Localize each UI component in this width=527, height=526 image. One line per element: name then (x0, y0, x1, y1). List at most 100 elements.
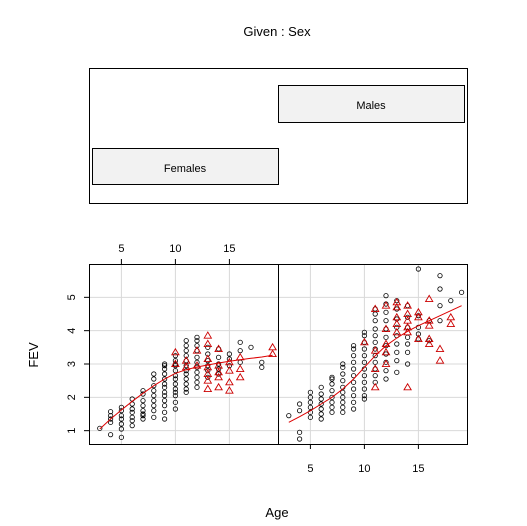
data-point-nonsmoker (118, 426, 125, 432)
data-point-nonsmoker (350, 373, 357, 379)
data-point-nonsmoker (361, 396, 367, 402)
data-point-nonsmoker (172, 389, 178, 395)
data-point-nonsmoker (194, 359, 200, 365)
data-point-nonsmoker (329, 376, 335, 382)
data-point-nonsmoker (350, 399, 357, 405)
data-point-nonsmoker (361, 393, 367, 399)
data-point-smoker (392, 297, 402, 306)
data-point-nonsmoker (318, 384, 324, 390)
data-point-nonsmoker (340, 371, 346, 377)
data-point-nonsmoker (237, 339, 243, 345)
data-point-nonsmoker (383, 318, 389, 324)
data-point-smoker (203, 354, 213, 362)
data-point-nonsmoker (108, 419, 114, 425)
data-point-nonsmoker (383, 368, 389, 374)
data-point-nonsmoker (108, 409, 114, 415)
data-point-smoker (192, 346, 202, 354)
y-tick-label: 5 (66, 294, 78, 300)
data-point-smoker (424, 294, 434, 302)
data-point-nonsmoker (361, 386, 367, 392)
data-point-smoker (381, 347, 391, 356)
data-point-nonsmoker (307, 404, 313, 410)
data-point-smoker (192, 361, 202, 369)
given-bar-males (278, 85, 465, 123)
data-point-nonsmoker (318, 411, 324, 417)
data-point-nonsmoker (404, 361, 411, 367)
data-point-nonsmoker (151, 371, 157, 377)
data-point-nonsmoker (437, 303, 443, 309)
data-point-nonsmoker (340, 389, 346, 395)
y-tick-label: 2 (66, 394, 78, 400)
given-label-females: Females (164, 163, 207, 175)
data-point-smoker (424, 339, 434, 347)
data-point-nonsmoker (216, 366, 222, 372)
data-point-nonsmoker (162, 393, 168, 399)
data-point-nonsmoker (329, 394, 335, 400)
data-point-smoker (360, 337, 369, 346)
data-point-nonsmoker (205, 344, 211, 350)
data-point-nonsmoker (383, 376, 389, 382)
data-point-smoker (381, 301, 391, 309)
x-tick-label: 10 (169, 243, 181, 255)
data-point-smoker (203, 339, 213, 347)
data-point-nonsmoker (183, 376, 189, 382)
data-point-nonsmoker (350, 406, 357, 412)
data-point-nonsmoker (286, 413, 292, 419)
data-point-nonsmoker (140, 413, 146, 419)
y-tick-label: 3 (66, 361, 78, 367)
data-point-nonsmoker (97, 425, 103, 431)
data-point-nonsmoker (307, 399, 313, 405)
data-point-nonsmoker (329, 381, 335, 387)
loess-fit-line (99, 354, 273, 430)
data-point-nonsmoker (340, 409, 346, 415)
data-point-nonsmoker (140, 408, 146, 414)
data-point-nonsmoker (172, 386, 178, 392)
data-point-nonsmoker (172, 393, 178, 399)
data-point-smoker (414, 334, 423, 342)
data-point-nonsmoker (151, 393, 157, 399)
data-point-nonsmoker (350, 393, 357, 399)
data-point-nonsmoker (372, 373, 378, 379)
data-point-nonsmoker (259, 359, 265, 365)
data-point-nonsmoker (162, 389, 168, 395)
data-point-nonsmoker (350, 359, 357, 365)
data-point-nonsmoker (162, 409, 168, 415)
data-point-nonsmoker (194, 369, 200, 375)
data-point-nonsmoker (162, 381, 168, 387)
data-point-smoker (203, 376, 213, 384)
data-point-nonsmoker (140, 391, 146, 397)
data-point-nonsmoker (205, 374, 211, 380)
data-point-nonsmoker (172, 406, 178, 412)
data-point-nonsmoker (151, 414, 157, 420)
data-point-nonsmoker (296, 408, 303, 414)
y-tick-label: 4 (66, 328, 78, 334)
data-point-smoker (203, 331, 213, 339)
data-point-nonsmoker (340, 404, 346, 410)
data-point-nonsmoker (372, 333, 378, 339)
data-point-nonsmoker (340, 378, 346, 384)
data-point-smoker (414, 307, 423, 316)
data-point-nonsmoker (394, 369, 400, 375)
data-point-smoker (392, 319, 402, 327)
data-point-nonsmoker (437, 273, 443, 279)
data-point-smoker (370, 346, 380, 354)
data-point-nonsmoker (372, 318, 378, 324)
data-point-smoker (225, 377, 234, 386)
y-axis-label: FEV (26, 342, 41, 368)
data-point-nonsmoker (108, 416, 114, 422)
data-point-nonsmoker (372, 326, 378, 332)
data-point-nonsmoker (162, 363, 168, 369)
data-point-smoker (414, 312, 423, 321)
data-point-nonsmoker (318, 401, 324, 407)
data-point-nonsmoker (140, 403, 146, 409)
data-point-nonsmoker (118, 421, 125, 427)
data-point-smoker (171, 359, 180, 367)
given-bar-females (92, 148, 279, 185)
data-point-nonsmoker (404, 349, 411, 355)
data-point-nonsmoker (296, 429, 303, 435)
data-point-nonsmoker (307, 389, 313, 395)
data-point-nonsmoker (329, 409, 335, 415)
data-point-nonsmoker (151, 403, 157, 409)
x-tick-label: 10 (358, 463, 370, 475)
